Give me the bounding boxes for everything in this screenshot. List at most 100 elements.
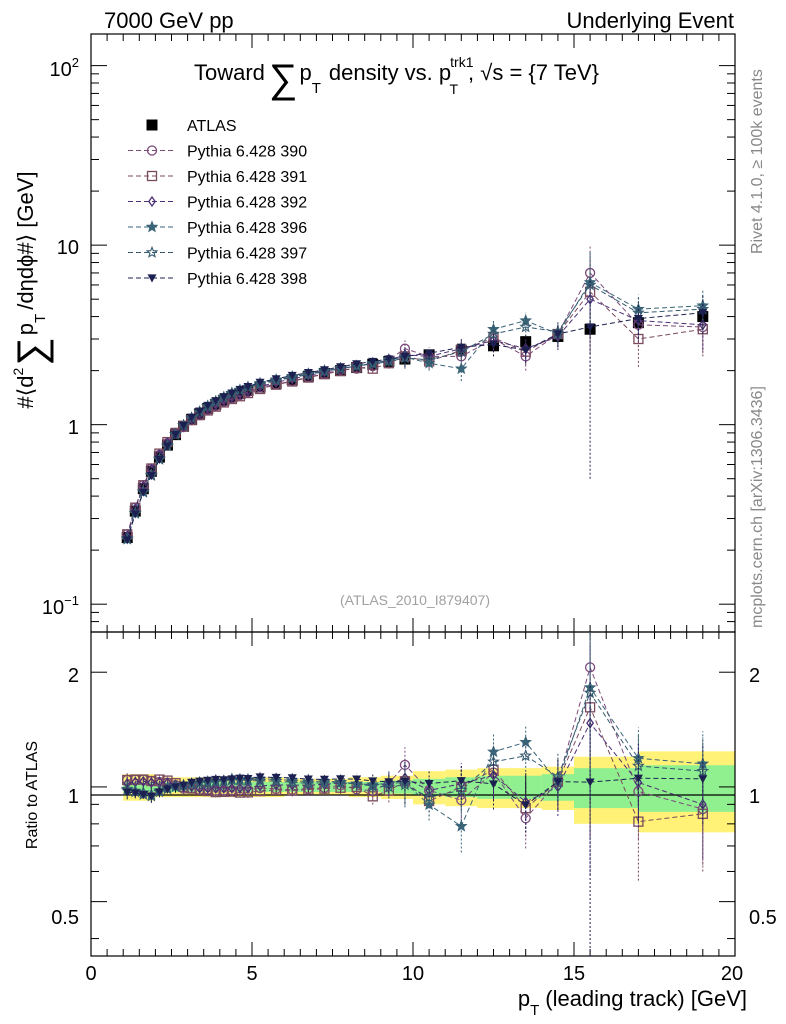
legend-item: Pythia 6.428 391 bbox=[128, 169, 307, 186]
data-point bbox=[154, 455, 164, 464]
legend-marker bbox=[146, 145, 158, 156]
data-point bbox=[162, 442, 172, 451]
legend-label: Pythia 6.428 391 bbox=[187, 169, 307, 186]
ratio-point bbox=[179, 781, 189, 790]
data-point bbox=[521, 346, 531, 355]
series-atlas bbox=[121, 307, 709, 544]
header-right: Underlying Event bbox=[566, 8, 734, 33]
legend-item: Pythia 6.428 396 bbox=[128, 220, 307, 237]
ratio-point bbox=[227, 782, 236, 794]
data-point bbox=[179, 421, 189, 430]
ratio-point bbox=[253, 774, 267, 787]
data-point bbox=[138, 488, 148, 497]
ratio-point bbox=[211, 782, 220, 794]
data-point bbox=[489, 340, 498, 349]
header-left: 7000 GeV pp bbox=[104, 8, 234, 33]
data-point bbox=[122, 536, 132, 545]
series-line bbox=[126, 284, 703, 539]
ratio-point bbox=[187, 778, 197, 787]
ratio-point bbox=[154, 788, 164, 797]
data-point bbox=[203, 401, 213, 410]
legend-item: ATLAS bbox=[146, 118, 237, 135]
ratio-series-line bbox=[127, 686, 703, 828]
ratio-point bbox=[400, 777, 410, 786]
data-point bbox=[227, 389, 237, 398]
data-point bbox=[384, 355, 394, 364]
ratio-point bbox=[633, 774, 643, 783]
legend-label: Pythia 6.428 398 bbox=[187, 271, 307, 288]
x-tick-labels: 0 5 10 15 20 bbox=[85, 963, 743, 985]
series-line bbox=[126, 298, 703, 537]
ratio-point bbox=[195, 777, 205, 786]
ratio-point bbox=[130, 774, 141, 785]
data-point bbox=[586, 293, 595, 305]
data-point bbox=[171, 431, 181, 440]
legend-marker bbox=[145, 220, 159, 233]
ratio-point bbox=[454, 819, 468, 832]
stat-band-segment bbox=[574, 768, 639, 809]
mcplots-reference-label: mcplots.cern.ch [arXiv:1306.3436] bbox=[749, 386, 766, 628]
ratio-series-pythia-6-428-398 bbox=[122, 679, 708, 956]
ratio-point bbox=[162, 785, 172, 794]
ratio-point bbox=[139, 775, 148, 788]
main-series-group bbox=[120, 245, 710, 545]
x-tick-label-15: 15 bbox=[563, 963, 585, 985]
legend: ATLAS Pythia 6.428 390 Pythia 6.428 391 Pyt… bbox=[128, 118, 307, 288]
x-tick-label-5: 5 bbox=[246, 963, 257, 985]
data-point bbox=[187, 413, 197, 422]
data-point bbox=[698, 309, 708, 318]
ratio-point bbox=[521, 801, 531, 810]
data-point bbox=[255, 378, 265, 387]
data-point bbox=[583, 278, 597, 291]
legend-marker bbox=[146, 119, 158, 131]
ratio-point bbox=[302, 776, 315, 789]
ratio-point bbox=[585, 778, 595, 787]
x-tick-label-10: 10 bbox=[402, 963, 424, 985]
plot-title: Toward ∑pTdensity vs. ptrk1 T, √s = {7 TeV… bbox=[194, 54, 599, 101]
series-pythia-6-428-390 bbox=[122, 245, 708, 540]
legend-marker bbox=[146, 170, 158, 182]
data-point bbox=[219, 393, 229, 402]
data-point bbox=[424, 349, 434, 358]
series-line bbox=[126, 312, 703, 541]
ratio-point bbox=[384, 778, 394, 787]
ratio-point bbox=[519, 749, 533, 762]
data-point bbox=[454, 345, 468, 358]
data-point bbox=[585, 323, 595, 332]
ratio-tick-label-1: 1 bbox=[68, 786, 79, 808]
ratio-point bbox=[382, 780, 396, 793]
ratio-point bbox=[457, 778, 466, 790]
ratio-point bbox=[244, 782, 252, 794]
ratio-point bbox=[519, 735, 533, 748]
legend-marker bbox=[148, 195, 156, 208]
y-tick-label-0.1: 10−1 bbox=[42, 593, 79, 619]
legend-label: Pythia 6.428 397 bbox=[187, 246, 307, 263]
main-y-axis-label: #⟨d2∑pT/dηdϕ#⟩ [GeV] bbox=[10, 171, 54, 408]
legend-label: Pythia 6.428 392 bbox=[187, 195, 307, 212]
ratio-point bbox=[130, 789, 140, 798]
data-point bbox=[319, 366, 329, 375]
data-point bbox=[195, 407, 205, 416]
data-point bbox=[303, 368, 313, 378]
ratio-point bbox=[454, 783, 468, 796]
ratio-tick-label-2: 2 bbox=[68, 665, 79, 687]
data-point bbox=[400, 352, 410, 361]
stat-band-segment bbox=[123, 782, 156, 792]
data-point bbox=[130, 510, 140, 519]
ratio-point bbox=[336, 775, 346, 784]
ratio-point bbox=[287, 774, 297, 783]
ratio-y-tick-labels: 2 1 0.5 2 1 0.5 bbox=[51, 665, 777, 929]
main-y-tick-labels: 10−1 1 10 102 bbox=[42, 55, 79, 619]
stat-band-segment bbox=[348, 782, 381, 792]
ratio-point bbox=[352, 775, 362, 784]
legend-item: Pythia 6.428 398 bbox=[128, 271, 307, 288]
data-point bbox=[336, 363, 346, 372]
ratio-series-group bbox=[120, 632, 710, 956]
x-axis-label: pT (leading track) [GeV] bbox=[518, 986, 747, 1019]
ratio-point bbox=[285, 775, 299, 788]
ratio-tick-label-1-right: 1 bbox=[749, 786, 760, 808]
ratio-point bbox=[489, 780, 498, 789]
ratio-point bbox=[147, 776, 156, 789]
ratio-point bbox=[698, 775, 708, 784]
